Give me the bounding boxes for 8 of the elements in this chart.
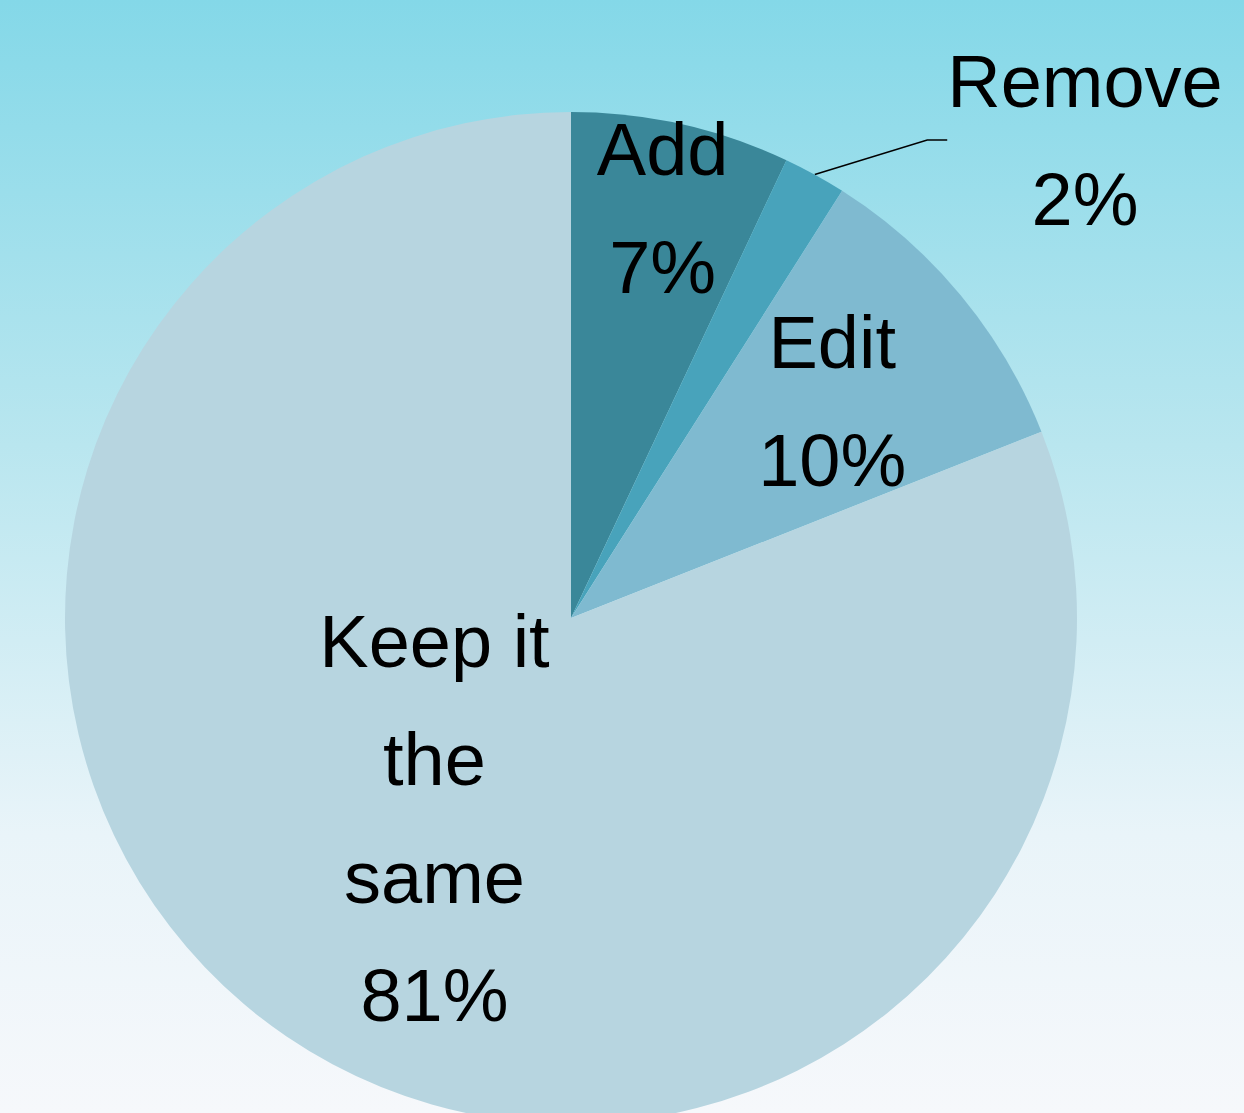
slice-label: Keep it the same [319, 600, 551, 920]
data-label: 2% [1031, 157, 1139, 241]
slice-label: Remove [947, 39, 1223, 123]
slice-label: Add [596, 107, 729, 191]
data-label: 81% [360, 954, 509, 1038]
data-label: 10% [758, 419, 907, 503]
slice-label: Edit [768, 301, 897, 385]
data-label: 7% [609, 225, 717, 309]
